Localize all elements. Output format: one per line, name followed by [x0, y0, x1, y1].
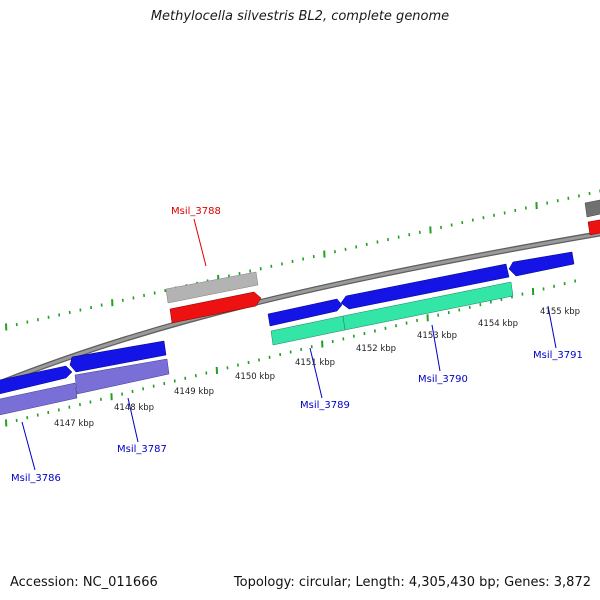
gene-label-msil-3791[interactable]: Msil_3791 — [533, 350, 583, 361]
gene-features — [0, 199, 600, 416]
kbp-label-4155: 4155 kbp — [540, 307, 580, 317]
gene-feature-msil-3785[interactable] — [0, 365, 73, 395]
kbp-label-4150: 4150 kbp — [235, 372, 275, 382]
lower-tick-track — [5, 279, 577, 427]
gene-feature-red-partial[interactable] — [587, 219, 600, 236]
gene-feature-msil-3791[interactable] — [508, 251, 575, 277]
kbp-label-4151: 4151 kbp — [295, 358, 335, 368]
kbp-label-4153: 4153 kbp — [417, 331, 457, 341]
kbp-label-4149: 4149 kbp — [174, 387, 214, 397]
gene-labels: Msil_3786 Msil_3787 Msil_3788 Msil_3789 … — [11, 206, 583, 484]
gene-label-msil-3787[interactable]: Msil_3787 — [117, 444, 167, 455]
kbp-label-4152: 4152 kbp — [356, 344, 396, 354]
gene-feature-msil-3790[interactable] — [342, 281, 514, 331]
gene-feature-msil-3789-forward[interactable] — [267, 298, 343, 327]
gene-label-msil-3786[interactable]: Msil_3786 — [11, 473, 61, 484]
gene-feature-grey[interactable] — [165, 271, 259, 304]
gene-feature-msil-3788[interactable] — [169, 291, 262, 324]
gene-feature-msil-3786[interactable] — [0, 382, 78, 416]
genome-summary-text: Topology: circular; Length: 4,305,430 bp… — [233, 575, 591, 590]
gene-feature-dark-grey-partial[interactable] — [584, 199, 600, 218]
label-leaders — [21, 218, 557, 471]
gene-label-msil-3789[interactable]: Msil_3789 — [300, 400, 350, 411]
gene-feature-msil-3790-forward[interactable] — [340, 263, 510, 310]
gene-feature-msil-3787[interactable] — [74, 358, 170, 395]
kbp-label-4147: 4147 kbp — [54, 419, 94, 429]
gene-feature-msil-3787-forward[interactable] — [69, 340, 167, 373]
kbp-labels: 4147 kbp 4148 kbp 4149 kbp 4150 kbp 4151… — [54, 307, 580, 429]
accession-text: Accession: NC_011666 — [10, 575, 158, 590]
gene-label-msil-3788[interactable]: Msil_3788 — [171, 206, 221, 217]
gene-label-msil-3790[interactable]: Msil_3790 — [418, 374, 468, 385]
kbp-label-4154: 4154 kbp — [478, 319, 518, 329]
kbp-label-4148: 4148 kbp — [114, 403, 154, 413]
map-title: Methylocella silvestris BL2, complete ge… — [150, 9, 450, 24]
